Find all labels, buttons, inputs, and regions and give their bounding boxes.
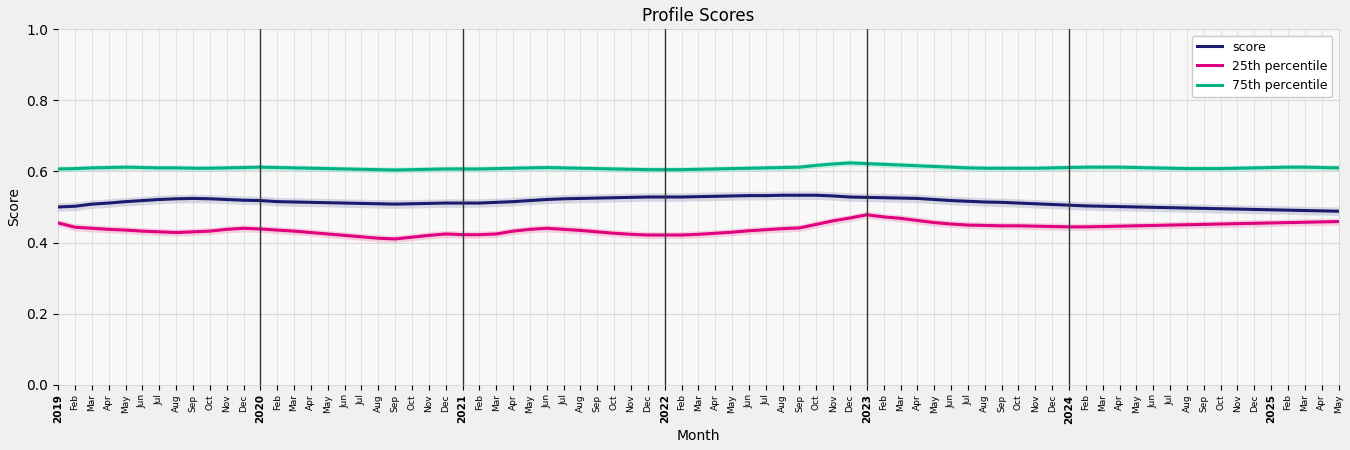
score — [50, 204, 66, 210]
25th percentile — [489, 231, 505, 237]
score — [775, 193, 791, 198]
25th percentile — [622, 232, 639, 237]
75th percentile — [589, 166, 605, 171]
Line: score: score — [58, 195, 1339, 211]
25th percentile — [1331, 219, 1347, 224]
Line: 75th percentile: 75th percentile — [58, 163, 1339, 170]
75th percentile — [50, 166, 66, 171]
Title: Profile Scores: Profile Scores — [643, 7, 755, 25]
score — [489, 200, 505, 205]
25th percentile — [302, 230, 319, 235]
75th percentile — [775, 165, 791, 170]
score — [471, 200, 487, 206]
75th percentile — [489, 166, 505, 171]
score — [606, 195, 622, 200]
score — [757, 193, 774, 198]
Line: 25th percentile: 25th percentile — [58, 215, 1339, 239]
25th percentile — [859, 212, 875, 217]
25th percentile — [589, 229, 605, 234]
75th percentile — [302, 166, 319, 171]
25th percentile — [387, 236, 404, 242]
75th percentile — [505, 166, 521, 171]
score — [572, 196, 589, 201]
Y-axis label: Score: Score — [7, 188, 22, 226]
75th percentile — [622, 166, 639, 172]
75th percentile — [1331, 165, 1347, 171]
75th percentile — [842, 160, 859, 166]
25th percentile — [50, 220, 66, 225]
score — [1331, 208, 1347, 214]
25th percentile — [775, 226, 791, 231]
score — [302, 200, 319, 205]
X-axis label: Month: Month — [676, 429, 720, 443]
75th percentile — [387, 167, 404, 173]
25th percentile — [505, 229, 521, 234]
Legend: score, 25th percentile, 75th percentile: score, 25th percentile, 75th percentile — [1192, 36, 1332, 97]
